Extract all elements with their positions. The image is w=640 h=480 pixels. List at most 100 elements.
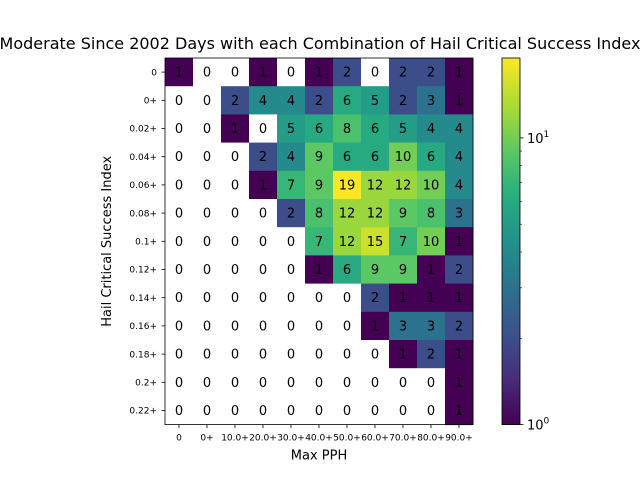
heatmap-cell-label: 0 — [175, 376, 183, 391]
heatmap-cell — [389, 86, 418, 115]
heatmap-cell-label: 0 — [399, 404, 407, 419]
heatmap-cell — [361, 142, 390, 172]
heatmap-cell — [277, 311, 306, 341]
heatmap-cell — [221, 396, 250, 426]
heatmap-cell — [277, 283, 306, 313]
heatmap-cell-label: 0 — [315, 319, 323, 334]
heatmap-cell-label: 4 — [455, 178, 463, 193]
colorbar-tick-label: 101 — [527, 130, 549, 147]
heatmap-cell — [305, 114, 334, 144]
heatmap-cell-label: 1 — [259, 66, 267, 81]
x-tick-label: 90.0+ — [445, 434, 473, 444]
colorbar: 100 101 — [501, 57, 550, 434]
heatmap-cell-label: 0 — [175, 207, 183, 222]
heatmap-cell-label: 0 — [231, 235, 239, 250]
heatmap-cell — [277, 368, 306, 397]
heatmap-cell — [417, 170, 446, 200]
heatmap-cell-label: 2 — [399, 66, 407, 81]
heatmap-cell-label: 0 — [231, 150, 239, 165]
heatmap-cell — [361, 227, 390, 256]
heatmap-cell — [333, 86, 362, 115]
heatmap-cell — [221, 227, 250, 256]
heatmap-cell — [445, 58, 474, 87]
heatmap-cell — [389, 199, 418, 228]
heatmap-cell-label: 4 — [287, 150, 295, 165]
heatmap-cell-label: 0 — [259, 291, 267, 306]
heatmap-cell-label: 2 — [399, 94, 407, 109]
heatmap-cell-label: 3 — [399, 319, 407, 334]
heatmap-cell — [305, 142, 334, 172]
heatmap-cell — [417, 340, 446, 369]
heatmap-cell — [445, 283, 474, 313]
heatmap-cell — [417, 86, 446, 115]
heatmap-cell — [165, 86, 194, 115]
heatmap-cell — [305, 368, 334, 397]
heatmap-cell-label: 1 — [455, 66, 463, 81]
heatmap-cell-label: 0 — [231, 263, 239, 278]
heatmap-cell — [305, 311, 334, 341]
heatmap-cell — [249, 170, 278, 200]
heatmap-cell-label: 0 — [231, 348, 239, 363]
heatmap-cell-label: 0 — [343, 348, 351, 363]
heatmap-cell — [445, 199, 474, 228]
chart-title: Moderate Since 2002 Days with each Combi… — [0, 34, 640, 53]
x-tick-label: 0 — [176, 434, 182, 444]
heatmap-cell-label: 10 — [423, 178, 440, 193]
heatmap-cell — [193, 58, 222, 87]
heatmap-cell — [445, 340, 474, 369]
heatmap-cell-label: 0 — [203, 348, 211, 363]
heatmap-cell-label: 0 — [203, 150, 211, 165]
heatmap-cell-label: 4 — [287, 94, 295, 109]
heatmap-cell — [333, 58, 362, 87]
heatmap-cell-label: 0 — [231, 66, 239, 81]
heatmap-cell-label: 12 — [367, 207, 384, 222]
colorbar-gradient — [501, 57, 521, 426]
heatmap-cell-label: 0 — [203, 291, 211, 306]
heatmap-cell — [249, 227, 278, 256]
heatmap-cell-label: 0 — [231, 376, 239, 391]
heatmap-cell-label: 8 — [315, 207, 323, 222]
heatmap-cell — [445, 368, 474, 397]
heatmap-cell — [277, 396, 306, 426]
x-tick-label: 60.0+ — [361, 434, 389, 444]
heatmap-cell — [277, 227, 306, 256]
heatmap-cell-label: 5 — [287, 122, 295, 137]
heatmap-cell — [333, 283, 362, 313]
heatmap-cell — [361, 396, 390, 426]
heatmap-cell — [193, 227, 222, 256]
heatmap-cell-label: 0 — [231, 291, 239, 306]
heatmap-cell — [165, 340, 194, 369]
heatmap-cell-label: 2 — [371, 291, 379, 306]
heatmap-cell-label: 4 — [455, 122, 463, 137]
heatmap-cell — [361, 368, 390, 397]
heatmap-cell-label: 0 — [259, 348, 267, 363]
heatmap-cell — [333, 255, 362, 285]
heatmap-cell-label: 1 — [455, 235, 463, 250]
heatmap-cell — [165, 170, 194, 200]
heatmap-cell-label: 6 — [343, 263, 351, 278]
heatmap-cell — [389, 311, 418, 341]
heatmap-cell-label: 2 — [427, 348, 435, 363]
heatmap-cell — [333, 170, 362, 200]
heatmap-cell — [389, 142, 418, 172]
heatmap-cell-label: 1 — [315, 263, 323, 278]
heatmap-cell-label: 0 — [343, 376, 351, 391]
heatmap-cell-label: 0 — [175, 348, 183, 363]
heatmap-cell — [417, 255, 446, 285]
heatmap-cell — [417, 311, 446, 341]
heatmap-cell — [305, 340, 334, 369]
heatmap-cell-label: 0 — [259, 376, 267, 391]
y-tick-label: 0 — [151, 68, 157, 78]
heatmap-cell-label: 0 — [175, 404, 183, 419]
heatmap-cell — [333, 396, 362, 426]
heatmap-cell-label: 8 — [427, 207, 435, 222]
heatmap-cell-label: 2 — [455, 263, 463, 278]
heatmap-cell — [417, 283, 446, 313]
heatmap-cell — [361, 311, 390, 341]
heatmap-cell-label: 0 — [371, 404, 379, 419]
heatmap-cell — [445, 255, 474, 285]
heatmap-cell-label: 0 — [371, 348, 379, 363]
heatmap-cell-label: 0 — [371, 376, 379, 391]
heatmap-cell-label: 0 — [343, 404, 351, 419]
heatmap-cell — [221, 199, 250, 228]
